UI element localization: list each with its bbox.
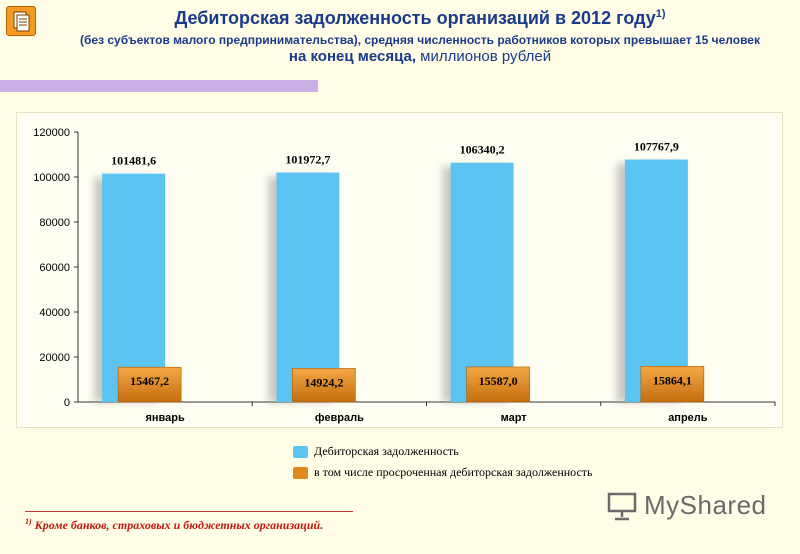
x-tick-label: март [501,412,528,424]
bar-main [450,162,514,402]
unit-line: на конец месяца, миллионов рублей [40,48,800,65]
bar-main [102,173,166,402]
footnote-text: Кроме банков, страховых и бюджетных орга… [31,518,324,532]
y-tick-label: 0 [64,397,70,409]
legend-swatch-overdue [293,466,308,479]
y-tick-label: 40000 [39,307,70,319]
title-footnote-mark: 1) [655,8,666,20]
bar-overdue [117,366,182,403]
footnote-mark: 1) [25,517,32,526]
unit-line-text: миллионов рублей [416,48,552,65]
legend-swatch-main [293,445,308,458]
data-label-overdue: 14924,2 [304,375,343,389]
data-label-overdue: 15587,0 [479,374,518,388]
page-subtitle: (без субъектов малого предпринимательств… [80,33,760,47]
y-tick-label: 60000 [39,262,70,274]
data-label-main: 106340,2 [460,143,505,157]
logo-text: MyShared [644,490,767,520]
bar-main [624,159,688,402]
data-label-overdue: 15864,1 [653,373,692,387]
title-text: Дебиторская задолженность организаций в … [174,8,656,28]
legend-item-overdue: в том числе просроченная дебиторская зад… [293,462,593,483]
presentation-icon [607,492,637,520]
page-title: Дебиторская задолженность организаций в … [40,8,800,29]
document-icon[interactable] [6,6,36,36]
chart-legend: Дебиторская задолженность в том числе пр… [293,441,593,483]
chart-area: 0 20000 40000 60000 80000 100000 120000 январь ф… [16,112,783,428]
x-tick-label: февраль [315,412,364,424]
data-label-main: 107767,9 [634,140,679,154]
bar-overdue [640,366,705,403]
y-tick-label: 120000 [33,127,70,139]
legend-label-overdue: в том числе просроченная дебиторская зад… [314,465,593,479]
y-tick-label: 100000 [33,172,70,184]
data-label-main: 101481,6 [111,154,156,168]
legend-label-main: Дебиторская задолженность [314,444,459,458]
bar-overdue [466,366,530,403]
data-label-main: 101972,7 [285,153,330,167]
data-label-overdue: 15467,2 [130,374,169,388]
x-tick-label: апрель [668,412,708,424]
y-tick-label: 80000 [39,217,70,229]
watermark-logo: MyShared [606,490,767,521]
footnote-divider [25,511,353,512]
legend-item-main: Дебиторская задолженность [293,441,593,462]
bar-chart: 0 20000 40000 60000 80000 100000 120000 январь ф… [33,127,776,424]
decorative-band [0,80,318,92]
y-tick-label: 20000 [39,352,70,364]
footnote: 1) Кроме банков, страховых и бюджетных о… [25,517,323,533]
unit-line-bold: на конец месяца, [288,48,416,65]
bar-main [276,172,340,402]
bar-overdue [292,368,356,403]
x-tick-label: январь [145,412,185,424]
header: Дебиторская задолженность организаций в … [40,8,800,65]
